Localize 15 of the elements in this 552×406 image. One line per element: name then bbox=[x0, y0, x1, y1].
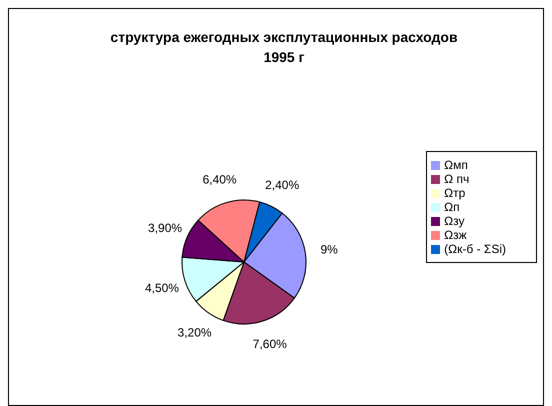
legend-label: Ω пч bbox=[444, 172, 470, 186]
legend-label: Ωп bbox=[444, 200, 460, 214]
data-label: 9% bbox=[320, 242, 338, 257]
data-label: 3,20% bbox=[178, 325, 212, 340]
chart-title: структура ежегодных эксплутационных расходов 1995 г bbox=[109, 28, 459, 67]
legend-label: Ωзж bbox=[444, 228, 467, 242]
data-label: 6,40% bbox=[202, 172, 237, 187]
data-label: 3,90% bbox=[148, 220, 182, 235]
legend-label: Ωтр bbox=[444, 186, 466, 200]
data-label: 2,40% bbox=[265, 178, 300, 192]
legend-label: Ωмп bbox=[444, 158, 468, 172]
data-label: 4,50% bbox=[144, 280, 180, 295]
legend-label: (Ωк-б - ΣSi) bbox=[444, 242, 506, 256]
legend-label: Ωзу bbox=[444, 214, 464, 228]
data-label: 7,60% bbox=[252, 337, 288, 352]
